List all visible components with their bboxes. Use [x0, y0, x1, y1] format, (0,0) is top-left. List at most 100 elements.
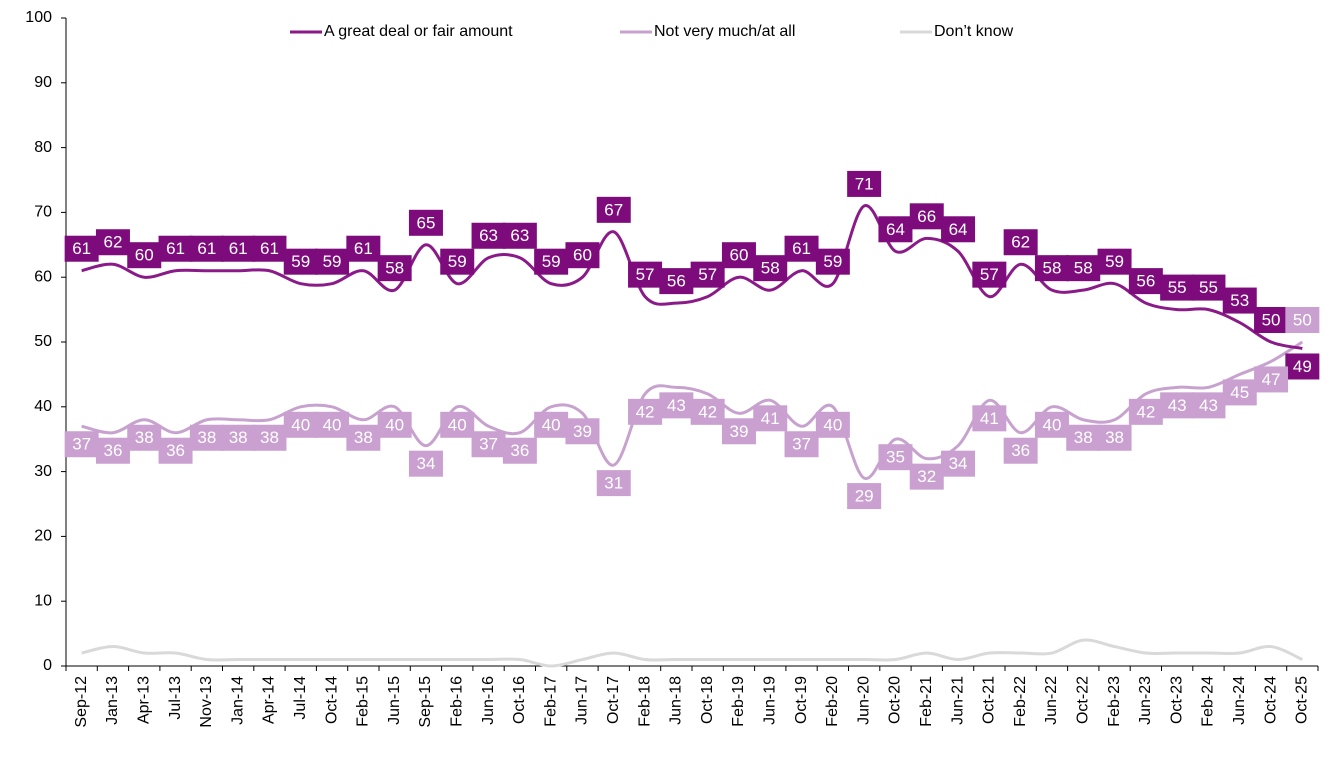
- x-tick-label: Feb-16: [448, 676, 465, 727]
- data-label-text: 40: [291, 415, 310, 434]
- data-label: 59: [534, 248, 569, 275]
- x-tick-label: Oct-25: [1294, 676, 1311, 724]
- data-label-box: [440, 248, 475, 275]
- data-label-box: [95, 437, 130, 464]
- x-tick-label: Feb-22: [1012, 676, 1029, 727]
- data-label-text: 38: [197, 428, 216, 447]
- data-label-box: [1003, 437, 1038, 464]
- data-label-box: [440, 411, 475, 438]
- data-label-text: 60: [573, 246, 592, 265]
- data-label-text: 61: [166, 239, 185, 258]
- y-tick-label: 0: [43, 657, 52, 674]
- data-label: 39: [565, 418, 600, 445]
- data-label-text: 49: [1293, 357, 1312, 376]
- data-label-text: 66: [917, 207, 936, 226]
- data-label-box: [847, 483, 882, 510]
- data-label-text: 62: [103, 233, 122, 252]
- data-label: 38: [221, 424, 256, 451]
- data-label-text: 55: [1199, 278, 1218, 297]
- data-label: 55: [1160, 274, 1195, 301]
- data-label-text: 42: [636, 402, 655, 421]
- data-label-text: 37: [479, 435, 498, 454]
- data-label: 40: [283, 411, 318, 438]
- data-label-box: [659, 268, 694, 295]
- data-label-text: 29: [855, 487, 874, 506]
- data-label-text: 43: [1199, 396, 1218, 415]
- data-label-box: [972, 261, 1007, 288]
- x-tick-label: Feb-19: [730, 676, 747, 727]
- data-label: 59: [815, 248, 850, 275]
- data-label: 42: [690, 398, 725, 425]
- data-label: 38: [346, 424, 381, 451]
- data-label-box: [471, 431, 506, 458]
- x-tick-label: Jul-13: [167, 676, 184, 720]
- data-label-box: [1066, 255, 1101, 282]
- data-label-box: [909, 203, 944, 230]
- data-label-box: [847, 170, 882, 197]
- data-label: 37: [471, 431, 506, 458]
- data-label: 40: [815, 411, 850, 438]
- x-tick-label: Oct-24: [1262, 676, 1279, 724]
- x-tick-label: Jun-19: [761, 676, 778, 725]
- data-label: 61: [221, 235, 256, 262]
- x-tick-label: Sep-15: [417, 676, 434, 728]
- data-label: 55: [1191, 274, 1226, 301]
- data-label-box: [1097, 248, 1132, 275]
- x-tick-label: Jan-13: [104, 676, 121, 725]
- data-label: 36: [158, 437, 193, 464]
- data-label-text: 34: [416, 454, 435, 473]
- data-label: 38: [127, 424, 162, 451]
- legend-label: Don’t know: [934, 23, 1014, 40]
- y-tick-label: 100: [25, 9, 52, 26]
- data-label-box: [252, 235, 287, 262]
- data-label-text: 40: [323, 415, 342, 434]
- y-tick-label: 40: [34, 398, 52, 415]
- data-label: 58: [1066, 255, 1101, 282]
- series-line: [81, 204, 1303, 350]
- data-label: 37: [784, 431, 819, 458]
- data-label-text: 58: [761, 259, 780, 278]
- data-label-box: [753, 405, 788, 432]
- data-label: 61: [346, 235, 381, 262]
- data-label: 49: [1285, 353, 1320, 380]
- data-label-box: [941, 216, 976, 243]
- data-label-text: 57: [980, 265, 999, 284]
- data-label-text: 38: [1074, 428, 1093, 447]
- data-label-text: 64: [886, 220, 905, 239]
- data-label-box: [1128, 398, 1163, 425]
- data-label-text: 42: [1136, 402, 1155, 421]
- x-tick-label: Apr-13: [135, 676, 152, 724]
- data-label-text: 38: [354, 428, 373, 447]
- data-label: 62: [1003, 229, 1038, 256]
- data-label: 43: [1160, 392, 1195, 419]
- data-label-text: 31: [604, 474, 623, 493]
- data-label-box: [346, 235, 381, 262]
- data-label: 42: [628, 398, 663, 425]
- data-label: 61: [252, 235, 287, 262]
- data-label: 59: [440, 248, 475, 275]
- data-label-box: [784, 235, 819, 262]
- data-label-text: 37: [792, 435, 811, 454]
- data-label: 64: [941, 216, 976, 243]
- data-label-text: 53: [1230, 291, 1249, 310]
- legend-label: Not very much/at all: [654, 23, 795, 40]
- data-label-box: [95, 229, 130, 256]
- x-tick-label: Jun-23: [1137, 676, 1154, 725]
- data-label: 38: [252, 424, 287, 451]
- data-label: 71: [847, 170, 882, 197]
- x-tick-label: Jun-17: [574, 676, 591, 725]
- data-label: 38: [189, 424, 224, 451]
- data-label: 36: [95, 437, 130, 464]
- x-tick-label: Oct-21: [981, 676, 998, 724]
- data-label-box: [502, 222, 537, 249]
- data-label-text: 41: [980, 409, 999, 428]
- data-label: 37: [64, 431, 99, 458]
- data-label: 63: [502, 222, 537, 249]
- data-label-box: [64, 431, 99, 458]
- data-label-box: [1191, 274, 1226, 301]
- y-tick-label: 70: [34, 204, 52, 221]
- x-tick-label: Jun-18: [668, 676, 685, 725]
- data-label-text: 36: [510, 441, 529, 460]
- data-label: 38: [1097, 424, 1132, 451]
- data-label-text: 43: [1168, 396, 1187, 415]
